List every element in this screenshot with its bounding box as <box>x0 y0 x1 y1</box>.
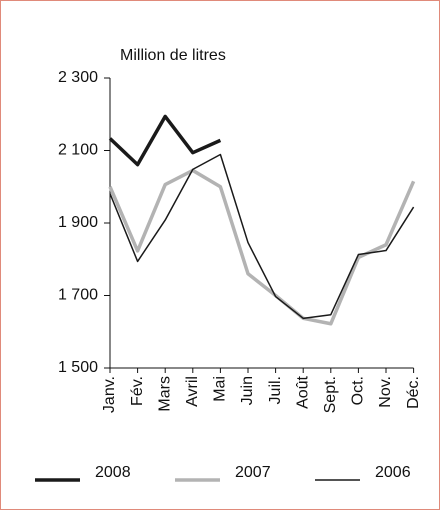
y-tick-label: 2 100 <box>58 142 98 159</box>
line-series <box>108 168 416 326</box>
line-series <box>108 114 222 167</box>
x-tick-label: Août <box>294 375 311 408</box>
legend-label: 2008 <box>95 464 131 481</box>
line-series <box>109 153 415 320</box>
y-tick-label: 2 300 <box>58 69 98 86</box>
x-tick-label: Juin <box>239 376 256 405</box>
y-tick-label: 1 900 <box>58 214 98 231</box>
x-tick-label: Janv. <box>101 376 118 413</box>
y-axis-title: Million de litres <box>120 47 226 64</box>
x-tick-label: Juil. <box>267 376 284 404</box>
x-tick-label: Fév. <box>129 376 146 406</box>
x-tick-label: Mai <box>212 376 229 402</box>
x-tick-label: Avril <box>184 376 201 407</box>
x-tick-label: Nov. <box>377 376 394 408</box>
legend-label: 2006 <box>375 464 411 481</box>
y-tick-label: 1 500 <box>58 359 98 376</box>
x-tick-label: Oct. <box>350 376 367 405</box>
x-tick-label: Sept. <box>322 376 339 413</box>
x-tick-label: Mars <box>156 376 173 412</box>
y-tick-label: 1 700 <box>58 287 98 304</box>
legend-label: 2007 <box>235 464 271 481</box>
x-tick-label: Déc. <box>405 376 422 409</box>
